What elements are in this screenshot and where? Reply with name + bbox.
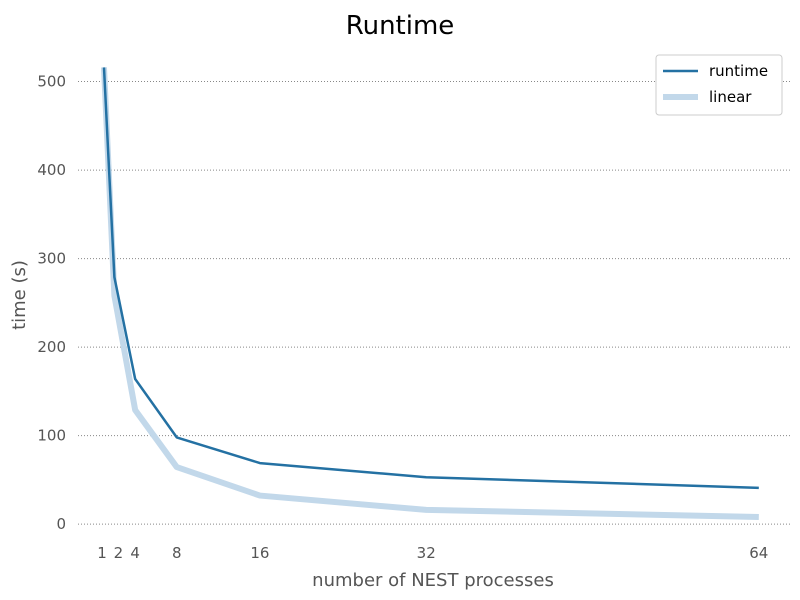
y-tick-label: 0 <box>56 515 66 533</box>
series-line-runtime <box>102 67 759 490</box>
x-tick-label: 64 <box>749 544 768 562</box>
legend: runtime linear <box>655 54 783 116</box>
x-tick-label: 8 <box>172 544 182 562</box>
x-axis-label: number of NEST processes <box>312 570 554 591</box>
legend-label-runtime: runtime <box>709 62 768 80</box>
legend-label-linear: linear <box>709 88 752 106</box>
x-tick-label: 1 <box>97 544 107 562</box>
y-tick-label: 200 <box>37 338 66 356</box>
y-tick-label: 300 <box>37 250 66 268</box>
y-tick-label: 400 <box>37 161 66 179</box>
y-tick-labels: 0 100 200 300 400 500 <box>37 73 66 534</box>
y-tick-label: 500 <box>37 73 66 91</box>
y-axis-label: time (s) <box>9 260 30 330</box>
x-tick-label: 16 <box>250 544 269 562</box>
series-lines <box>100 67 759 520</box>
x-tick-labels: 1 2 4 8 16 32 64 <box>97 544 768 562</box>
x-tick-label: 32 <box>417 544 436 562</box>
x-tick-label: 2 <box>114 544 124 562</box>
series-line-linear <box>100 67 759 520</box>
grid-lines <box>78 81 790 525</box>
chart-title: Runtime <box>346 11 455 41</box>
y-tick-label: 100 <box>37 427 66 445</box>
x-tick-label: 4 <box>130 544 140 562</box>
